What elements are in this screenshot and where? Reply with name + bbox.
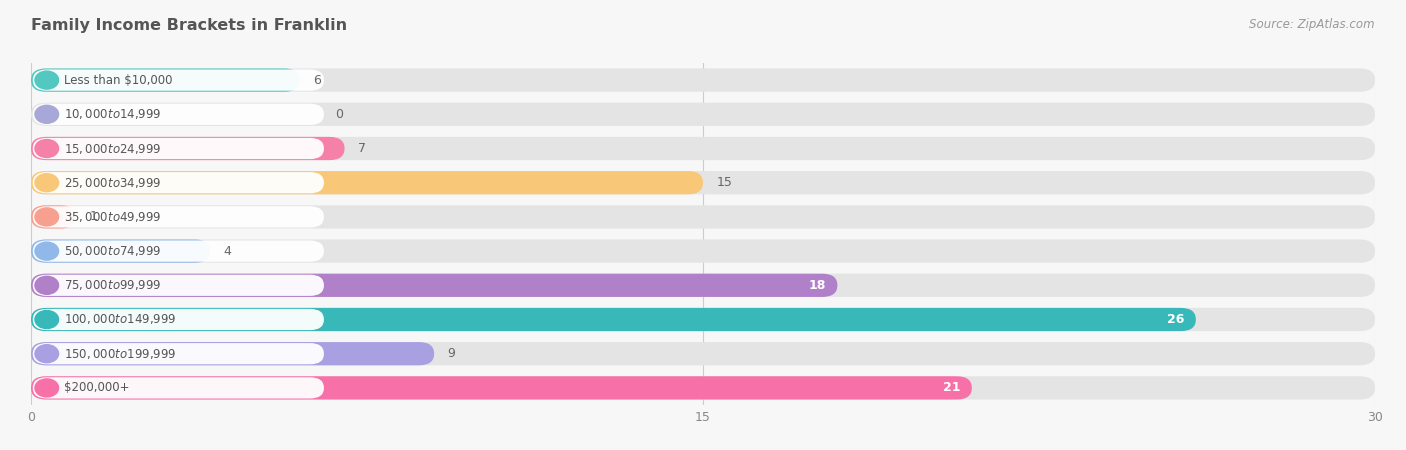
Text: Source: ZipAtlas.com: Source: ZipAtlas.com (1250, 18, 1375, 31)
FancyBboxPatch shape (31, 171, 1375, 194)
Text: 15: 15 (717, 176, 733, 189)
Circle shape (35, 379, 59, 397)
Text: 18: 18 (808, 279, 827, 292)
Text: 9: 9 (447, 347, 456, 360)
Circle shape (35, 345, 59, 363)
FancyBboxPatch shape (31, 274, 838, 297)
FancyBboxPatch shape (32, 104, 323, 125)
FancyBboxPatch shape (31, 137, 344, 160)
FancyBboxPatch shape (31, 68, 1375, 92)
Text: $50,000 to $74,999: $50,000 to $74,999 (65, 244, 162, 258)
Text: 4: 4 (224, 245, 232, 257)
FancyBboxPatch shape (31, 68, 299, 92)
FancyBboxPatch shape (31, 205, 1375, 229)
FancyBboxPatch shape (32, 172, 323, 194)
FancyBboxPatch shape (31, 239, 1375, 263)
FancyBboxPatch shape (31, 342, 434, 365)
Text: 0: 0 (336, 108, 343, 121)
FancyBboxPatch shape (32, 309, 323, 330)
Text: 6: 6 (314, 74, 321, 86)
FancyBboxPatch shape (32, 240, 323, 262)
Circle shape (35, 174, 59, 192)
FancyBboxPatch shape (32, 377, 323, 399)
Text: $35,000 to $49,999: $35,000 to $49,999 (65, 210, 162, 224)
Circle shape (35, 310, 59, 328)
FancyBboxPatch shape (31, 205, 76, 229)
FancyBboxPatch shape (32, 343, 323, 364)
FancyBboxPatch shape (32, 274, 323, 296)
FancyBboxPatch shape (31, 274, 1375, 297)
FancyBboxPatch shape (31, 308, 1375, 331)
Circle shape (35, 71, 59, 89)
Circle shape (35, 105, 59, 123)
FancyBboxPatch shape (32, 206, 323, 228)
Text: $100,000 to $149,999: $100,000 to $149,999 (65, 312, 177, 327)
Text: 26: 26 (1167, 313, 1185, 326)
FancyBboxPatch shape (31, 342, 1375, 365)
FancyBboxPatch shape (31, 103, 1375, 126)
FancyBboxPatch shape (32, 138, 323, 159)
Circle shape (35, 140, 59, 158)
Text: 1: 1 (89, 211, 97, 223)
FancyBboxPatch shape (31, 171, 703, 194)
Text: $10,000 to $14,999: $10,000 to $14,999 (65, 107, 162, 122)
FancyBboxPatch shape (31, 376, 972, 400)
FancyBboxPatch shape (32, 69, 323, 91)
Text: $150,000 to $199,999: $150,000 to $199,999 (65, 346, 177, 361)
Text: $15,000 to $24,999: $15,000 to $24,999 (65, 141, 162, 156)
FancyBboxPatch shape (31, 239, 209, 263)
Text: Family Income Brackets in Franklin: Family Income Brackets in Franklin (31, 18, 347, 33)
Text: $75,000 to $99,999: $75,000 to $99,999 (65, 278, 162, 293)
Circle shape (35, 276, 59, 294)
FancyBboxPatch shape (31, 308, 1197, 331)
Circle shape (35, 208, 59, 226)
Text: Less than $10,000: Less than $10,000 (65, 74, 173, 86)
Text: 21: 21 (943, 382, 960, 394)
Circle shape (35, 242, 59, 260)
FancyBboxPatch shape (31, 137, 1375, 160)
FancyBboxPatch shape (31, 376, 1375, 400)
Text: 7: 7 (359, 142, 366, 155)
Text: $200,000+: $200,000+ (65, 382, 129, 394)
Text: $25,000 to $34,999: $25,000 to $34,999 (65, 176, 162, 190)
